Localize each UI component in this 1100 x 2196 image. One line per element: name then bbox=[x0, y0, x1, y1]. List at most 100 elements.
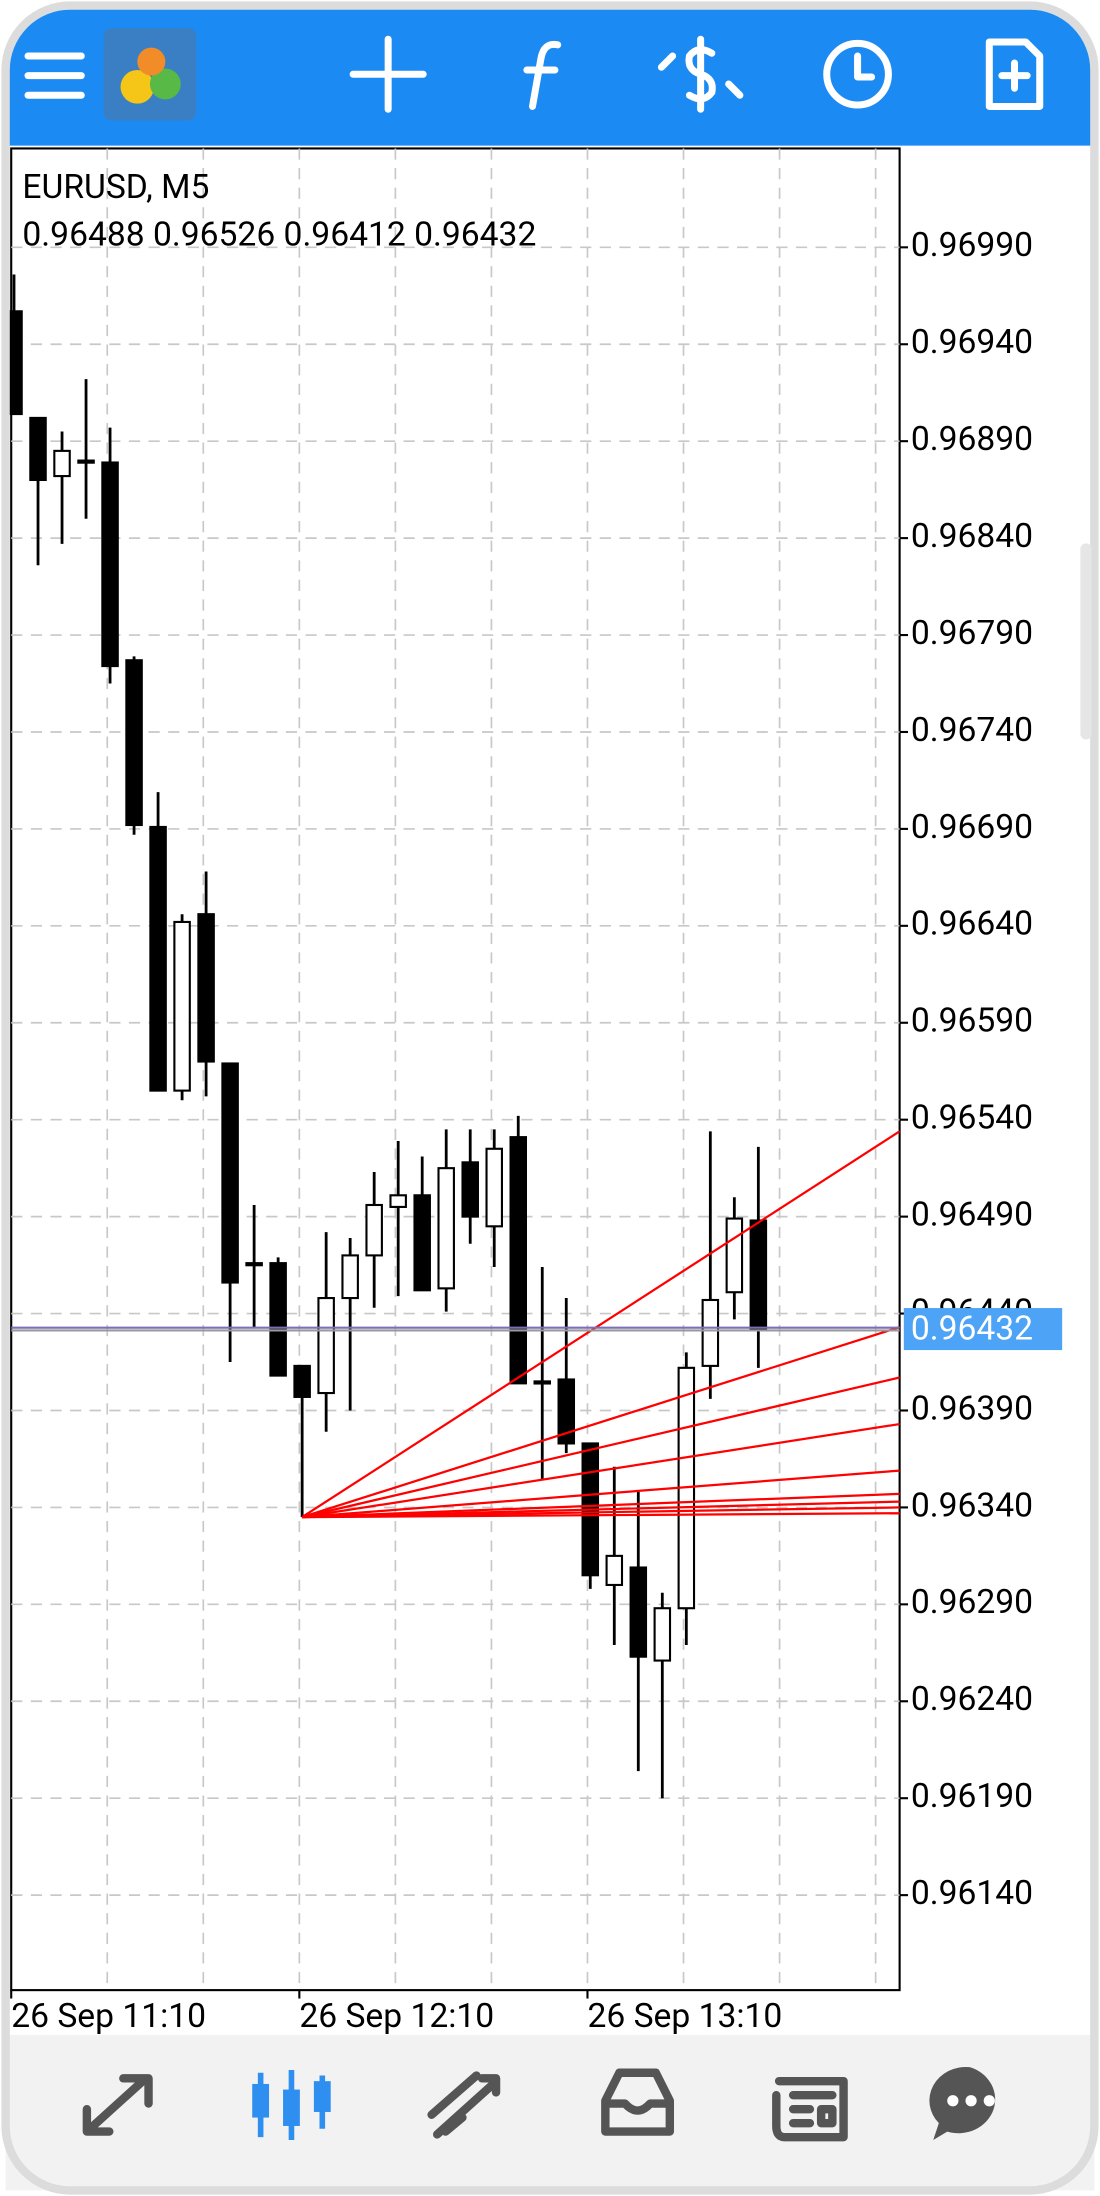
crosshair-button[interactable] bbox=[349, 35, 427, 113]
y-tick-label: 0.96990 bbox=[911, 226, 1033, 265]
candle-body bbox=[557, 1378, 576, 1445]
logo-shape bbox=[120, 70, 155, 104]
ohlc-label: 0.96488 0.96526 0.96412 0.96432 bbox=[22, 216, 536, 255]
candle-body bbox=[197, 913, 215, 1063]
y-tick-label: 0.96240 bbox=[911, 1680, 1033, 1719]
icon bbox=[427, 2071, 501, 2139]
y-tick-label: 0.96640 bbox=[911, 905, 1033, 944]
candle-body bbox=[245, 1262, 263, 1267]
candle-body bbox=[341, 1254, 359, 1300]
icon bbox=[523, 40, 562, 110]
candle-body bbox=[293, 1364, 311, 1398]
history-tab[interactable] bbox=[601, 2068, 675, 2136]
logo-shape bbox=[137, 47, 166, 76]
fan-line bbox=[301, 1422, 900, 1519]
x-tick-label: 26 Sep 12:10 bbox=[299, 1997, 494, 2036]
templates-button[interactable] bbox=[985, 38, 1044, 110]
icon bbox=[252, 2083, 270, 2118]
fan-line bbox=[302, 1512, 900, 1519]
candle-body bbox=[101, 461, 119, 668]
icon bbox=[82, 2074, 153, 2136]
candle-body bbox=[389, 1194, 407, 1208]
candle-body bbox=[221, 1062, 239, 1284]
candle-body bbox=[413, 1194, 431, 1292]
candle-body bbox=[653, 1607, 672, 1662]
plot-area bbox=[10, 147, 901, 1992]
candle-body bbox=[53, 449, 71, 478]
y-tick-label: 0.96290 bbox=[911, 1583, 1033, 1622]
icon bbox=[283, 2089, 300, 2126]
grid bbox=[11, 148, 909, 1991]
y-tick-label: 0.96840 bbox=[911, 517, 1033, 556]
trade-tab[interactable] bbox=[427, 2071, 501, 2139]
overlays bbox=[11, 1130, 901, 1519]
icon bbox=[947, 2095, 959, 2107]
fan-line bbox=[301, 1130, 901, 1519]
candle-body bbox=[461, 1161, 479, 1218]
chat-tab[interactable] bbox=[929, 2066, 996, 2140]
x-tick-label: 26 Sep 13:10 bbox=[587, 1997, 782, 2036]
icon bbox=[929, 2066, 996, 2140]
fan-line bbox=[302, 1492, 900, 1519]
candle-body bbox=[437, 1167, 455, 1290]
fan-line bbox=[302, 1469, 900, 1519]
y-tick-label: 0.96790 bbox=[911, 614, 1033, 653]
scrollbar bbox=[1080, 543, 1092, 740]
icon bbox=[313, 2081, 331, 2112]
current-price-label: 0.96432 bbox=[911, 1309, 1033, 1348]
icon bbox=[657, 52, 744, 99]
fan-line bbox=[301, 1326, 900, 1519]
candle-body bbox=[317, 1296, 335, 1395]
candle-body bbox=[29, 416, 47, 482]
indicators-button[interactable] bbox=[523, 40, 562, 110]
candle-body bbox=[749, 1219, 768, 1331]
candle-body bbox=[149, 825, 167, 1092]
candle-body bbox=[365, 1203, 383, 1257]
icon bbox=[854, 52, 876, 81]
bottom-nav bbox=[5, 2034, 1095, 2191]
app-logo[interactable] bbox=[103, 28, 197, 121]
y-tick-label: 0.96190 bbox=[911, 1777, 1033, 1816]
candles bbox=[5, 274, 768, 1799]
y-tick-label: 0.96540 bbox=[911, 1099, 1033, 1138]
candle-body bbox=[725, 1217, 744, 1294]
quotes-tab[interactable] bbox=[82, 2074, 153, 2136]
fan-line bbox=[301, 1376, 900, 1519]
candle-body bbox=[173, 920, 191, 1092]
y-tick-label: 0.96140 bbox=[911, 1874, 1033, 1913]
candle-body bbox=[77, 459, 95, 464]
symbol-label: EURUSD, M5 bbox=[22, 168, 209, 207]
candle-body bbox=[509, 1136, 528, 1385]
y-tick-label: 0.96590 bbox=[911, 1002, 1033, 1041]
icon bbox=[685, 35, 716, 113]
icon bbox=[985, 38, 1044, 110]
top-toolbar bbox=[5, 5, 1095, 146]
logo-shape bbox=[149, 68, 181, 100]
icon bbox=[601, 2068, 675, 2136]
y-tick-label: 0.96340 bbox=[911, 1486, 1033, 1525]
menu-button[interactable] bbox=[24, 52, 85, 99]
y-tick-label: 0.96690 bbox=[911, 808, 1033, 847]
icon bbox=[998, 59, 1031, 92]
y-tick-label: 0.96940 bbox=[911, 323, 1033, 362]
x-tick-label: 26 Sep 11:10 bbox=[11, 1997, 206, 2036]
candle-body bbox=[629, 1566, 648, 1658]
icon bbox=[823, 39, 892, 109]
icon bbox=[983, 2095, 995, 2107]
candle-body bbox=[605, 1554, 624, 1587]
candle-body bbox=[269, 1262, 287, 1377]
current-price-box bbox=[903, 1308, 1063, 1351]
candle-body bbox=[701, 1298, 720, 1367]
y-tick-label: 0.96890 bbox=[911, 420, 1033, 459]
chart-tab[interactable] bbox=[252, 2069, 331, 2140]
news-tab[interactable] bbox=[772, 2076, 848, 2142]
y-tick-label: 0.96740 bbox=[911, 711, 1033, 750]
candle-body bbox=[485, 1147, 503, 1228]
timeframe-button[interactable] bbox=[823, 39, 892, 109]
trade-button[interactable] bbox=[657, 35, 744, 113]
candle-body bbox=[533, 1380, 552, 1385]
y-tick-label: 0.96490 bbox=[911, 1196, 1033, 1235]
